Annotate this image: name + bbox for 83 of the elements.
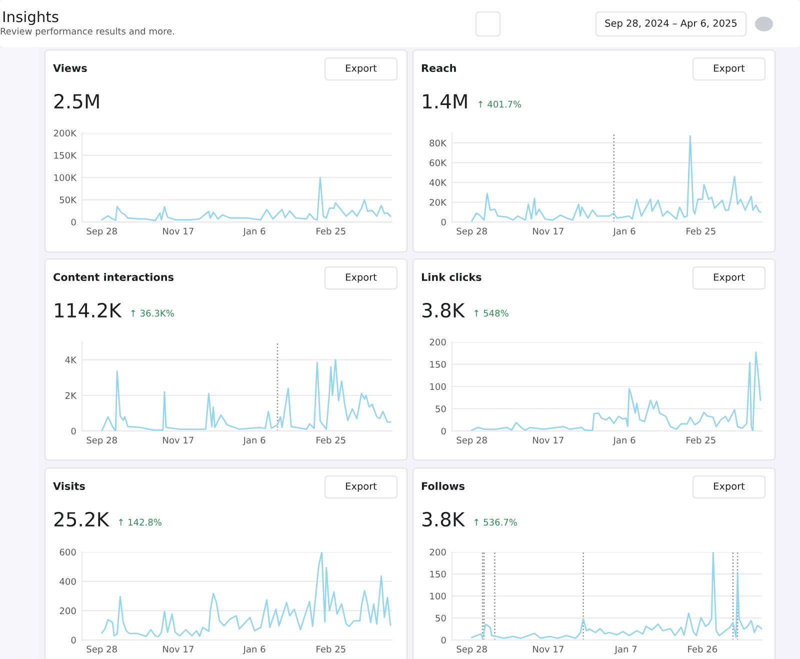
text: Export bbox=[346, 64, 377, 74]
x-tick-label: Feb 25 bbox=[316, 646, 346, 653]
y-tick-label: 40K bbox=[429, 179, 447, 186]
x-tick-label: Jan 6 bbox=[242, 228, 266, 236]
y-tick-label: 0 bbox=[441, 428, 446, 435]
x-tick-label: Nov 17 bbox=[533, 436, 564, 444]
y-tick-label: 200 bbox=[430, 338, 446, 346]
x-tick-label: Feb 25 bbox=[686, 436, 716, 444]
x-tick-label: Jan 6 bbox=[612, 228, 636, 236]
text: Export bbox=[346, 274, 377, 283]
x-tick-label: Sep 28 bbox=[456, 646, 487, 654]
x-tick-label: Jan 6 bbox=[612, 436, 636, 446]
y-tick-label: 0 bbox=[71, 636, 76, 644]
y-tick-label: 150 bbox=[430, 570, 446, 578]
chart-title: Content interactions bbox=[54, 272, 174, 282]
line-series bbox=[471, 552, 762, 639]
x-tick-label: Jan 7 bbox=[614, 646, 637, 654]
text: Insights bbox=[3, 10, 58, 26]
y-tick-label: 100K bbox=[54, 174, 77, 182]
y-tick-label: 80K bbox=[430, 140, 447, 146]
x-tick-label: Feb 25 bbox=[316, 436, 346, 444]
x-tick-label: Jan 6 bbox=[242, 436, 266, 446]
text: ↑ 142.8% bbox=[118, 518, 162, 526]
text: ↑ 36.3K% bbox=[131, 310, 174, 317]
y-tick-label: 4K bbox=[65, 356, 77, 364]
text: ↑ 536.7% bbox=[474, 518, 517, 526]
y-tick-label: 0 bbox=[71, 428, 76, 435]
y-tick-label: 200 bbox=[60, 607, 76, 614]
y-tick-label: 600 bbox=[60, 548, 76, 556]
x-tick-label: Sep 28 bbox=[456, 436, 487, 446]
chart-subtitle: 2.5M bbox=[54, 94, 99, 109]
y-tick-label: 100 bbox=[430, 383, 446, 390]
x-tick-label: Nov 17 bbox=[163, 436, 194, 444]
x-tick-label: Nov 17 bbox=[163, 646, 194, 653]
chart-title: Link clicks bbox=[422, 272, 482, 282]
y-tick-label: 2K bbox=[65, 392, 77, 399]
chart-title: Views bbox=[53, 64, 87, 72]
x-tick-label: Feb 25 bbox=[316, 228, 346, 235]
x-tick-label: Feb 25 bbox=[686, 228, 716, 235]
line-series bbox=[471, 135, 762, 222]
line-series bbox=[101, 552, 392, 638]
x-tick-label: Sep 28 bbox=[86, 646, 117, 654]
chart-subtitle: 3.8K bbox=[422, 512, 466, 527]
text: Export bbox=[714, 274, 745, 283]
text: ↑ 548% bbox=[474, 310, 508, 317]
y-tick-label: 50K bbox=[60, 196, 77, 204]
line-series bbox=[471, 352, 762, 431]
text: Export bbox=[714, 64, 745, 74]
chart-subtitle: 1.4M bbox=[423, 94, 467, 108]
x-tick-label: Nov 17 bbox=[163, 228, 194, 235]
line-series bbox=[101, 359, 392, 431]
y-tick-label: 400 bbox=[60, 578, 76, 585]
y-tick-label: 50 bbox=[436, 614, 446, 622]
x-tick-label: Sep 28 bbox=[86, 436, 117, 446]
chart-title: Follows bbox=[422, 482, 464, 490]
x-tick-label: Feb 26 bbox=[688, 646, 718, 653]
text: Export bbox=[346, 482, 377, 492]
y-tick-label: 20K bbox=[430, 198, 447, 206]
y-tick-label: 50 bbox=[436, 405, 446, 412]
x-tick-label: Nov 17 bbox=[533, 646, 564, 653]
y-tick-label: 100 bbox=[430, 592, 446, 600]
y-tick-label: 150K bbox=[54, 152, 77, 159]
y-tick-label: 0 bbox=[441, 218, 446, 226]
y-tick-label: 200 bbox=[430, 548, 446, 556]
text: Review performance results and more. bbox=[0, 28, 174, 36]
chart-title: Reach bbox=[422, 64, 456, 72]
x-tick-label: Sep 28 bbox=[86, 228, 117, 236]
chart-title: Visits bbox=[53, 482, 85, 490]
y-tick-label: 60K bbox=[430, 159, 447, 166]
x-tick-label: Jan 6 bbox=[242, 646, 266, 654]
y-tick-label: 0 bbox=[441, 636, 446, 644]
text: Export bbox=[714, 482, 745, 492]
x-tick-label: Nov 17 bbox=[533, 228, 564, 235]
text: Sep 28, 2024 – Apr 6, 2025 bbox=[605, 19, 737, 29]
line-series bbox=[101, 176, 392, 222]
y-tick-label: 200K bbox=[54, 130, 77, 137]
y-tick-label: 0 bbox=[71, 218, 76, 226]
x-tick-label: Sep 28 bbox=[456, 228, 487, 236]
text: ↑ 401.7% bbox=[478, 100, 522, 108]
chart-subtitle: 3.8K bbox=[422, 302, 466, 318]
chart-subtitle: 114.2K bbox=[55, 302, 122, 318]
chart-subtitle: 25.2K bbox=[54, 512, 110, 527]
y-tick-label: 150 bbox=[430, 360, 446, 368]
